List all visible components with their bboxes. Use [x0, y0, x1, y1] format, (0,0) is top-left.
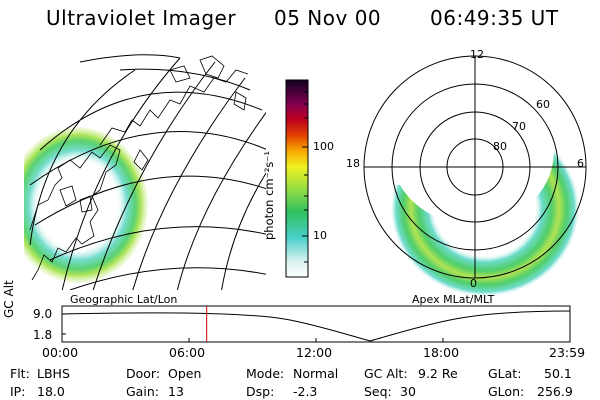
polar-lat-70: 70	[512, 120, 526, 133]
seq-value: 30	[400, 384, 416, 399]
flt-label: Flt:	[10, 366, 30, 381]
date-label: 05 Nov 00	[274, 6, 382, 30]
seq-label: Seq:	[364, 384, 392, 399]
gc-alt-value: 9.2 Re	[418, 366, 458, 381]
geo-aurora-oval	[24, 127, 148, 283]
instrument-title: Ultraviolet Imager	[46, 6, 237, 30]
polar-mlt-6: 6	[577, 157, 584, 170]
geo-map-caption: Geographic Lat/Lon	[70, 293, 178, 306]
gc-x-label-1800: 18:00	[423, 345, 460, 360]
dsp-value: -2.3	[293, 384, 318, 399]
ip-value: 18.0	[37, 384, 65, 399]
geo-graticule	[29, 54, 266, 290]
gc-y-tick-1.8: 1.8	[33, 328, 53, 342]
gc-x-label-0000: 00:00	[42, 345, 79, 360]
gain-label: Gain:	[126, 384, 159, 399]
colorbar-tick-label-10: 10	[313, 229, 327, 242]
ip-label: IP:	[10, 384, 26, 399]
polar-mlt-0: 0	[470, 277, 477, 290]
gc-x-label-1200: 12:00	[296, 345, 333, 360]
gc-alt-frame	[61, 305, 571, 343]
colorbar-scale	[285, 79, 309, 278]
polar-plot-caption: Apex MLat/MLT	[412, 293, 495, 306]
door-label: Door:	[126, 366, 161, 381]
flt-value: LBHS	[37, 366, 70, 381]
glat-label: GLat:	[488, 366, 522, 381]
gc-x-label-2359: 23:59	[549, 345, 586, 360]
gc-y-tick-9: 9.0	[33, 307, 53, 321]
polar-aurora-oval	[390, 120, 580, 298]
glon-value: 256.9	[537, 384, 573, 399]
glat-value: 50.1	[544, 366, 572, 381]
gc-alt-curve	[61, 310, 571, 342]
dsp-label: Dsp:	[246, 384, 275, 399]
gc-alt-label: GC Alt:	[364, 366, 408, 381]
gc-alt-ylabel: GC Alt	[2, 280, 16, 318]
glon-label: GLon:	[488, 384, 525, 399]
colorbar-tick-label-100: 100	[313, 140, 334, 153]
polar-mlt-12: 12	[470, 48, 484, 61]
polar-lat-60: 60	[536, 98, 550, 111]
polar-lat-80: 80	[493, 140, 507, 153]
gain-value: 13	[168, 384, 184, 399]
door-value: Open	[168, 366, 202, 381]
time-label: 06:49:35 UT	[430, 6, 559, 30]
geo-coastline	[29, 55, 249, 281]
polar-mlt-18: 18	[346, 157, 360, 170]
mode-value: Normal	[293, 366, 339, 381]
gc-x-label-0600: 06:00	[169, 345, 206, 360]
mode-label: Mode:	[246, 366, 285, 381]
